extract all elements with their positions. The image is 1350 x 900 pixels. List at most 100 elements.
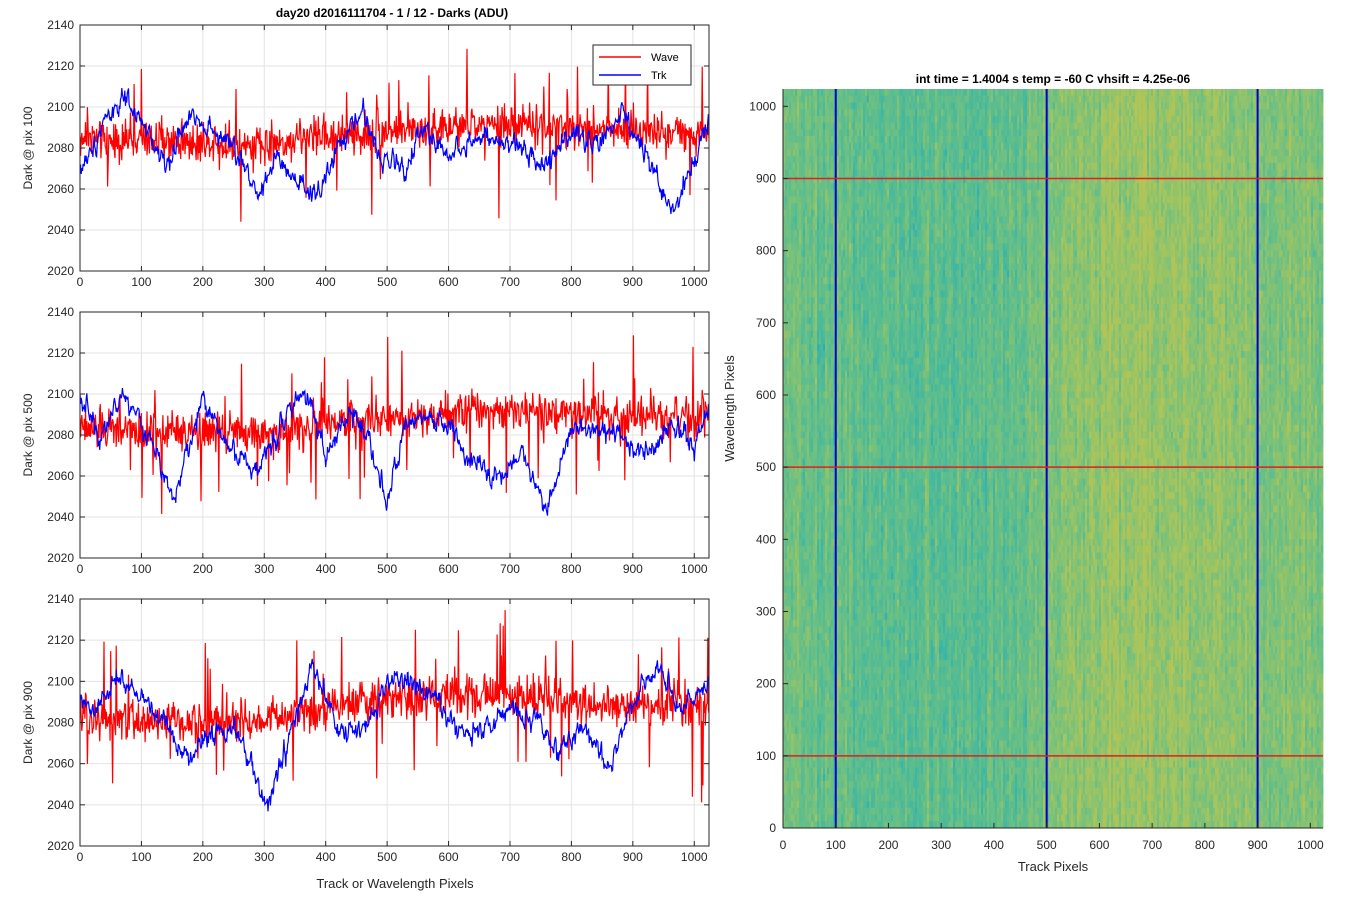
heatmap-cell <box>817 512 820 520</box>
heatmap-cell <box>787 633 790 641</box>
heatmap-cell <box>809 203 812 211</box>
heatmap-cell <box>809 458 812 466</box>
heatmap-cell <box>821 592 824 600</box>
heatmap-cell <box>803 760 806 768</box>
heatmap-cell <box>813 653 816 661</box>
heatmap-cell <box>799 565 802 574</box>
heatmap-cell <box>793 102 796 110</box>
heatmap-cell <box>787 136 790 144</box>
heatmap-cell <box>805 512 808 520</box>
heatmap-cell <box>799 176 802 184</box>
heatmap-cell <box>813 572 816 580</box>
heatmap-cell <box>793 411 796 419</box>
heatmap-cell <box>797 418 800 426</box>
heatmap-cell <box>799 115 802 123</box>
heatmap-cell <box>783 780 786 789</box>
heatmap-cell <box>821 95 824 103</box>
heatmap-cell <box>795 169 798 177</box>
heatmap-cell <box>805 693 808 701</box>
heatmap-cell <box>805 357 808 365</box>
heatmap-cell <box>809 592 812 600</box>
heatmap-cell <box>807 485 810 493</box>
heatmap-cell <box>823 693 826 701</box>
heatmap-cell <box>799 774 802 782</box>
heatmap-cell <box>785 330 788 338</box>
heatmap-cell <box>825 176 828 184</box>
heatmap-cell <box>801 404 804 412</box>
heatmap-cell <box>793 236 796 244</box>
heatmap-cell <box>821 586 824 594</box>
heatmap-cell <box>801 256 804 265</box>
heatmap-cell <box>787 525 790 533</box>
heatmap-cell <box>801 398 804 406</box>
heatmap-cell <box>809 552 812 560</box>
heatmap-cell <box>819 740 822 748</box>
heatmap-cell <box>825 223 828 231</box>
heatmap-cell <box>783 109 786 117</box>
heatmap-cell <box>785 666 788 674</box>
heatmap-cell <box>813 693 816 701</box>
heatmap-cell <box>799 303 802 312</box>
heatmap-cell <box>789 223 792 231</box>
y-tick-label: 2080 <box>47 716 74 730</box>
heatmap-cell <box>785 364 788 372</box>
heatmap-cell <box>821 767 824 775</box>
heatmap-cell <box>819 169 822 177</box>
heatmap-cell <box>799 821 802 829</box>
heatmap-cell <box>799 404 802 412</box>
heatmap-cell <box>791 720 794 728</box>
heatmap-cell <box>819 162 822 171</box>
heatmap-cell <box>797 129 800 137</box>
heatmap-cell <box>783 619 786 627</box>
heatmap-cell <box>785 357 788 365</box>
heatmap-cell <box>819 492 822 500</box>
x-tick-label: 500 <box>377 275 397 289</box>
heatmap-cell <box>821 680 824 688</box>
heatmap-cell <box>783 700 786 708</box>
heatmap-cell <box>787 209 790 218</box>
heatmap-cell <box>817 371 820 379</box>
heatmap-cell <box>813 700 816 708</box>
heatmap-cell <box>789 639 792 648</box>
heatmap-cell <box>825 377 828 385</box>
heatmap-cell <box>785 579 788 587</box>
series-line-trk <box>80 658 709 812</box>
heatmap-cell <box>785 149 788 157</box>
heatmap-cell <box>787 780 790 789</box>
heatmap-cell <box>801 559 804 567</box>
heatmap-cell <box>815 136 818 144</box>
heatmap-cell <box>803 149 806 157</box>
heatmap-cell <box>815 660 818 668</box>
heatmap-cell <box>787 451 790 459</box>
heatmap-cell <box>815 801 818 809</box>
heatmap-cell <box>783 565 786 574</box>
heatmap-cell <box>801 189 804 197</box>
heatmap-cell <box>823 579 826 587</box>
heatmap-cell <box>789 256 792 265</box>
heatmap-cell <box>811 377 814 385</box>
heatmap-cell <box>799 344 802 352</box>
heatmap-cell <box>807 162 810 171</box>
heatmap-cell <box>785 492 788 500</box>
heatmap-cell <box>823 821 826 829</box>
heatmap-cell <box>809 471 812 480</box>
heatmap-cell <box>795 727 798 735</box>
heatmap-cell <box>809 492 812 500</box>
heatmap-cell <box>815 384 818 392</box>
heatmap-cell <box>803 297 806 305</box>
heatmap-cell <box>809 102 812 110</box>
heatmap-cell <box>783 545 786 553</box>
heatmap-cell <box>783 303 786 312</box>
heatmap-cell <box>803 357 806 365</box>
heatmap-cell <box>799 337 802 345</box>
heatmap-cell <box>791 660 794 668</box>
heatmap-cell <box>801 115 804 123</box>
heatmap-cell <box>799 760 802 768</box>
heatmap-cell <box>821 814 824 822</box>
heatmap-cell <box>811 700 814 708</box>
heatmap-cell <box>789 351 792 359</box>
heatmap-cell <box>819 606 822 614</box>
heatmap-cell <box>807 95 810 103</box>
heatmap-cell <box>799 465 802 473</box>
heatmap-cell <box>807 263 810 271</box>
